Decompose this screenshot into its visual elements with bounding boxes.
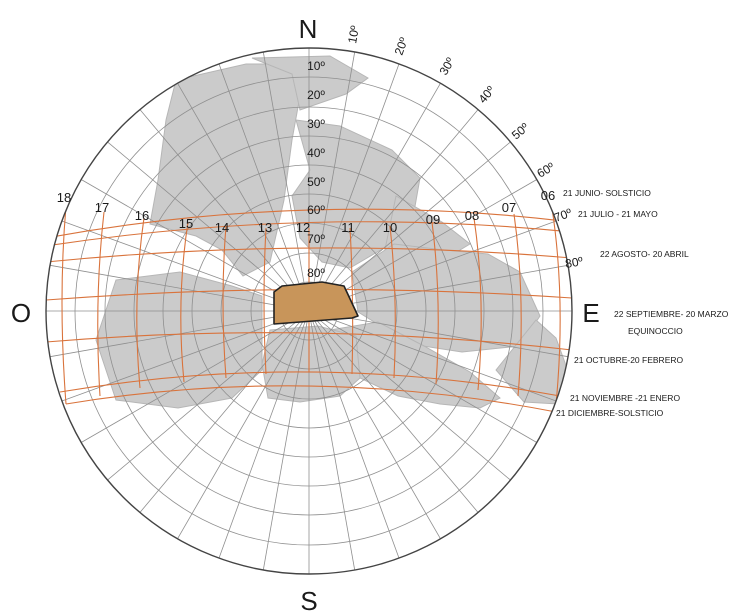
cardinal-north: N (299, 14, 318, 44)
azimuth-gridline (139, 310, 310, 513)
azimuth-gridline (107, 141, 310, 312)
hour-label: 06 (541, 188, 555, 203)
path-21-diciembre (65, 385, 557, 413)
hour-line-18 (61, 205, 67, 405)
date-label: 22 AGOSTO- 20 ABRIL (600, 249, 689, 259)
hour-line-10 (389, 225, 396, 379)
hour-label: 09 (426, 212, 440, 227)
azimuth-gridline (308, 310, 400, 559)
elevation-label: 20º (307, 88, 325, 102)
azimuth-label: 60º (535, 159, 558, 180)
hour-label: 11 (341, 220, 355, 235)
path-21-junio (46, 208, 572, 239)
obstruction-south (261, 325, 361, 403)
azimuth-label: 20º (392, 35, 411, 57)
date-label: 21 JULIO - 21 MAYO (578, 209, 658, 219)
date-label: 21 OCTUBRE-20 FEBRERO (574, 355, 683, 365)
azimuth-label: 40º (476, 83, 499, 106)
elevation-label: 60º (307, 203, 325, 217)
obstruction-far-east (495, 319, 572, 405)
azimuth-gridline (308, 51, 356, 312)
hour-line-06 (551, 207, 561, 405)
hour-line-15 (180, 221, 189, 383)
cardinal-east: E (582, 298, 599, 328)
elevation-label: 10º (307, 59, 325, 73)
azimuth-gridline (139, 109, 310, 312)
sun-paths (46, 205, 572, 413)
path-21-noviembre (59, 371, 561, 397)
azimuth-label: 30º (436, 55, 457, 78)
hour-line-11 (349, 227, 354, 375)
azimuth-gridline (308, 109, 479, 312)
azimuth-label: 50º (509, 120, 532, 143)
azimuth-gridline (308, 220, 557, 312)
path-21-julio (46, 221, 572, 247)
elevation-label: 80º (307, 266, 325, 280)
elevation-label: 40º (307, 146, 325, 160)
hour-label: 15 (179, 216, 193, 231)
azimuth-gridline (61, 220, 310, 312)
hour-labels: 18 17 16 15 14 13 12 11 10 09 08 07 06 (57, 188, 555, 235)
hour-label: 07 (502, 200, 516, 215)
hour-line-16 (136, 217, 145, 389)
hour-label: 17 (95, 200, 109, 215)
hour-label: 18 (57, 190, 71, 205)
hour-line-17 (97, 211, 105, 397)
azimuth-gridline (262, 310, 310, 571)
azimuth-gridline (308, 310, 537, 443)
azimuth-label: 10º (345, 24, 362, 44)
hour-label: 12 (296, 220, 310, 235)
azimuth-label: 70º (552, 205, 574, 224)
date-labels: 21 JUNIO- SOLSTICIO 21 JULIO - 21 MAYO 2… (556, 188, 729, 418)
azimuth-gridline (308, 310, 356, 571)
hour-line-07 (513, 213, 522, 397)
elevation-label: 50º (307, 175, 325, 189)
azimuth-gridline (61, 310, 310, 402)
azimuth-gridline (308, 63, 400, 312)
hour-label: 14 (215, 220, 229, 235)
azimuth-gridline (308, 83, 441, 312)
elevation-label: 30º (307, 117, 325, 131)
azimuth-gridline (81, 179, 310, 312)
hour-label: 08 (465, 208, 479, 223)
date-label: 21 DICIEMBRE-SOLSTICIO (556, 408, 664, 418)
obstruction-ne (291, 119, 421, 269)
date-label: 22 SEPTIEMBRE- 20 MARZO (614, 309, 729, 319)
hour-line-13 (263, 227, 267, 375)
hour-label: 10 (383, 220, 397, 235)
azimuth-gridline (308, 310, 441, 539)
azimuth-gridline (218, 310, 310, 559)
hour-line-09 (431, 221, 439, 385)
azimuth-gridline (308, 310, 479, 513)
date-label: EQUINOCCIO (628, 326, 683, 336)
elevation-labels: 10º 20º 30º 40º 50º 60º 70º 80º (307, 59, 325, 280)
elevation-label: 70º (307, 232, 325, 246)
hour-label: 16 (135, 208, 149, 223)
hour-line-08 (473, 217, 482, 391)
cardinal-west: O (11, 298, 31, 328)
azimuth-label: 80º (564, 254, 585, 271)
azimuth-gridline (177, 83, 310, 312)
azimuth-gridline (218, 63, 310, 312)
cardinal-south: S (300, 586, 317, 612)
date-label: 21 JUNIO- SOLSTICIO (563, 188, 651, 198)
azimuth-gridline (49, 264, 310, 312)
azimuth-gridline (107, 310, 310, 481)
hour-line-14 (222, 225, 227, 379)
hour-label: 13 (258, 220, 272, 235)
horizon-circle (45, 47, 573, 575)
site-footprint (273, 281, 359, 325)
azimuth-gridline (308, 310, 511, 481)
obstruction-n-left (251, 55, 369, 111)
azimuth-gridline (308, 141, 511, 312)
date-label: 21 NOVIEMBRE -21 ENERO (570, 393, 680, 403)
azimuth-gridline (262, 51, 310, 312)
azimuth-gridline (308, 310, 557, 402)
azimuth-gridline (177, 310, 310, 539)
